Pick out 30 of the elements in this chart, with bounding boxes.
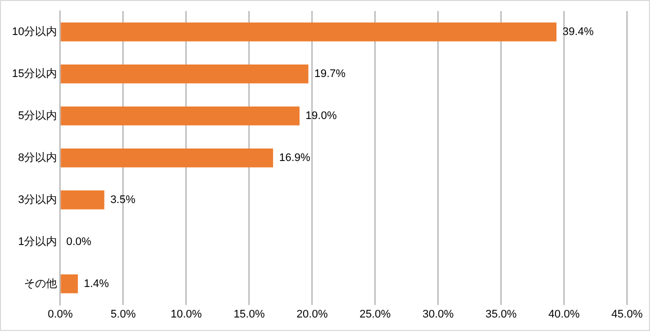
y-tick-label: 8分以内: [18, 150, 58, 164]
x-tick-label: 0.0%: [48, 308, 73, 320]
y-tick-label: 3分以内: [18, 192, 58, 206]
y-tick-label: 1分以内: [18, 234, 58, 248]
x-tick-label: 20.0%: [296, 308, 328, 320]
bar: [60, 22, 556, 42]
data-label: 16.9%: [279, 152, 310, 164]
data-label: 39.4%: [562, 26, 594, 38]
bar: [60, 106, 300, 126]
y-tick-label: その他: [24, 278, 58, 290]
data-label: 19.0%: [306, 110, 337, 122]
x-tick-label: 5.0%: [110, 308, 136, 320]
y-tick-label: 10分以内: [12, 25, 58, 38]
x-tick-label: 15.0%: [234, 308, 265, 320]
data-label: 3.5%: [110, 194, 136, 206]
y-tick-label: 5分以内: [18, 108, 58, 122]
data-label: 19.7%: [314, 68, 346, 80]
data-label: 1.4%: [84, 278, 110, 290]
data-label: 0.0%: [66, 236, 92, 248]
bar: [60, 148, 274, 168]
x-tick-label: 40.0%: [548, 308, 580, 320]
y-tick-label: 15分以内: [12, 66, 58, 80]
x-tick-label: 35.0%: [485, 308, 517, 320]
x-tick-label: 45.0%: [611, 308, 643, 320]
x-tick-label: 10.0%: [170, 308, 202, 320]
bar: [60, 274, 78, 294]
x-tick-label: 25.0%: [360, 308, 391, 320]
bar: [60, 190, 104, 210]
x-tick-label: 30.0%: [422, 308, 454, 320]
bar: [60, 64, 308, 84]
